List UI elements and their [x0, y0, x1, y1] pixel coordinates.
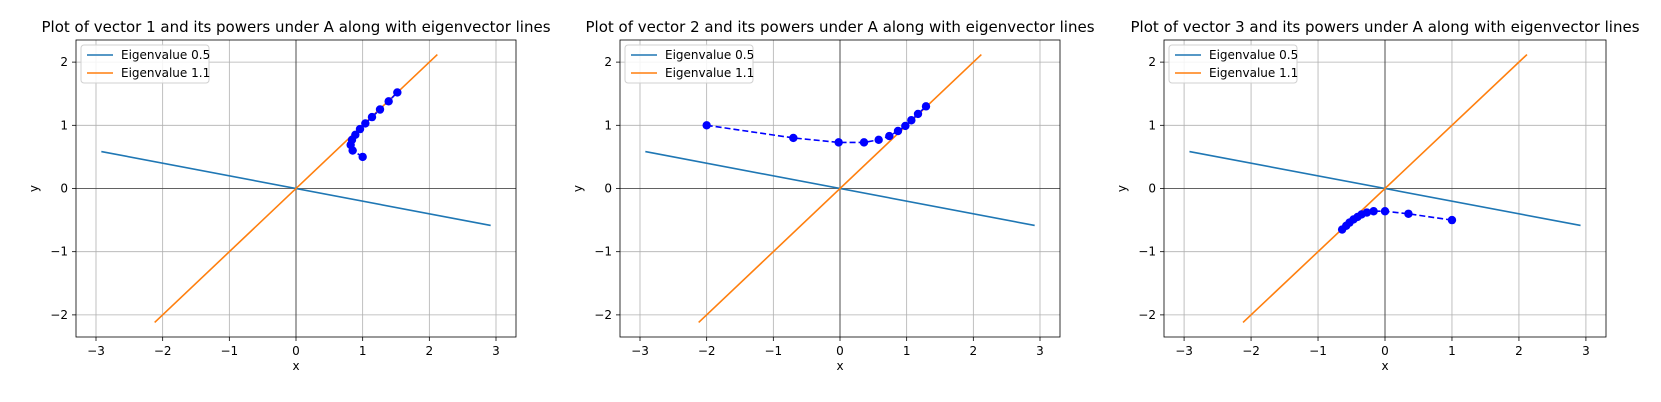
chart-title: Plot of vector 1 and its powers under A … [41, 18, 550, 36]
data-point [921, 102, 931, 111]
legend: Eigenvalue 0.5 Eigenvalue 1.1 [80, 44, 210, 84]
x-tick-label: −3 [631, 344, 649, 358]
y-tick-label: 1 [1148, 118, 1156, 132]
y-axis-label: y [1115, 185, 1129, 192]
data-point [351, 130, 360, 139]
x-tick-label: 1 [903, 344, 911, 358]
subplot-2: −3 −2 −1 0 1 2 3 −2 −1 0 1 2 x y Plot of vector 2 and … [571, 18, 1095, 373]
x-tick-label: −2 [154, 344, 172, 358]
x-tick-label: 3 [1582, 344, 1590, 358]
y-tick-label: −2 [50, 308, 68, 322]
data-point [367, 112, 377, 122]
data-point [834, 138, 843, 147]
legend-label: Eigenvalue 1.1 [1209, 66, 1298, 80]
x-tick-label: −2 [698, 344, 716, 358]
x-tick-label: −3 [87, 344, 105, 358]
data-point [702, 121, 711, 130]
subplot-1: −3 −2 −1 0 1 2 3 −2 −1 0 1 2 x y Plot of vector 1 and … [27, 18, 551, 373]
subplot-3: −3 −2 −1 0 1 2 3 −2 −1 0 1 2 x y Plot of vector 3 and … [1115, 18, 1640, 373]
legend-label: Eigenvalue 0.5 [665, 48, 754, 62]
data-point [1337, 225, 1347, 234]
data-point [358, 152, 367, 162]
data-point [913, 109, 923, 119]
y-tick-label: −1 [1138, 245, 1156, 259]
x-tick-label: 3 [1036, 344, 1044, 358]
y-tick-label: 1 [60, 118, 68, 132]
y-tick-label: 2 [604, 55, 612, 69]
y-tick-label: 2 [60, 55, 68, 69]
x-axis-label: x [292, 359, 299, 373]
y-tick-label: 2 [1148, 55, 1156, 69]
legend-label: Eigenvalue 1.1 [665, 66, 754, 80]
legend-label: Eigenvalue 0.5 [1209, 48, 1298, 62]
x-axis-label: x [836, 359, 843, 373]
legend: Eigenvalue 0.5 Eigenvalue 1.1 [624, 44, 754, 84]
x-tick-label: −1 [1309, 344, 1327, 358]
legend-label: Eigenvalue 1.1 [121, 66, 210, 80]
data-point [907, 116, 916, 125]
x-tick-label: −1 [764, 344, 782, 358]
chart-title: Plot of vector 2 and its powers under A … [585, 18, 1094, 36]
data-point [375, 105, 385, 114]
x-tick-label: 1 [1448, 344, 1456, 358]
data-point [384, 97, 393, 106]
y-tick-label: −2 [594, 308, 612, 322]
data-point [1380, 207, 1390, 216]
series-line [1242, 53, 1528, 324]
y-axis-label: y [27, 185, 41, 192]
x-tick-label: 1 [359, 344, 367, 358]
x-tick-label: 2 [970, 344, 978, 358]
y-tick-label: 0 [1148, 182, 1156, 196]
x-tick-label: 2 [1515, 344, 1523, 358]
x-tick-label: 0 [292, 344, 300, 358]
series-line [698, 53, 982, 324]
data-point [893, 126, 903, 136]
data-point [789, 133, 798, 143]
y-tick-label: 1 [604, 118, 612, 132]
data-point [361, 119, 370, 128]
y-tick-label: 0 [604, 182, 612, 196]
data-point [901, 121, 910, 131]
data-point [1447, 215, 1457, 225]
x-tick-label: 2 [426, 344, 434, 358]
x-tick-label: −1 [220, 344, 238, 358]
y-axis-label: y [571, 185, 585, 192]
y-tick-label: −1 [50, 245, 68, 259]
y-tick-label: −2 [1138, 308, 1156, 322]
data-point [874, 135, 883, 145]
data-point [859, 138, 869, 147]
x-tick-label: −2 [1242, 344, 1260, 358]
x-tick-label: 3 [492, 344, 500, 358]
x-tick-label: 0 [1381, 344, 1389, 358]
chart-title: Plot of vector 3 and its powers under A … [1130, 18, 1639, 36]
data-point [1369, 207, 1378, 216]
y-tick-label: 0 [60, 182, 68, 196]
data-point [393, 88, 402, 97]
x-tick-label: −3 [1175, 344, 1193, 358]
y-tick-label: −1 [594, 245, 612, 259]
data-point [885, 131, 894, 141]
legend: Eigenvalue 0.5 Eigenvalue 1.1 [1168, 44, 1298, 84]
data-point [1404, 209, 1413, 218]
x-tick-label: 0 [836, 344, 844, 358]
legend-label: Eigenvalue 0.5 [121, 48, 210, 62]
data-point [355, 124, 365, 134]
x-axis-label: x [1381, 359, 1388, 373]
